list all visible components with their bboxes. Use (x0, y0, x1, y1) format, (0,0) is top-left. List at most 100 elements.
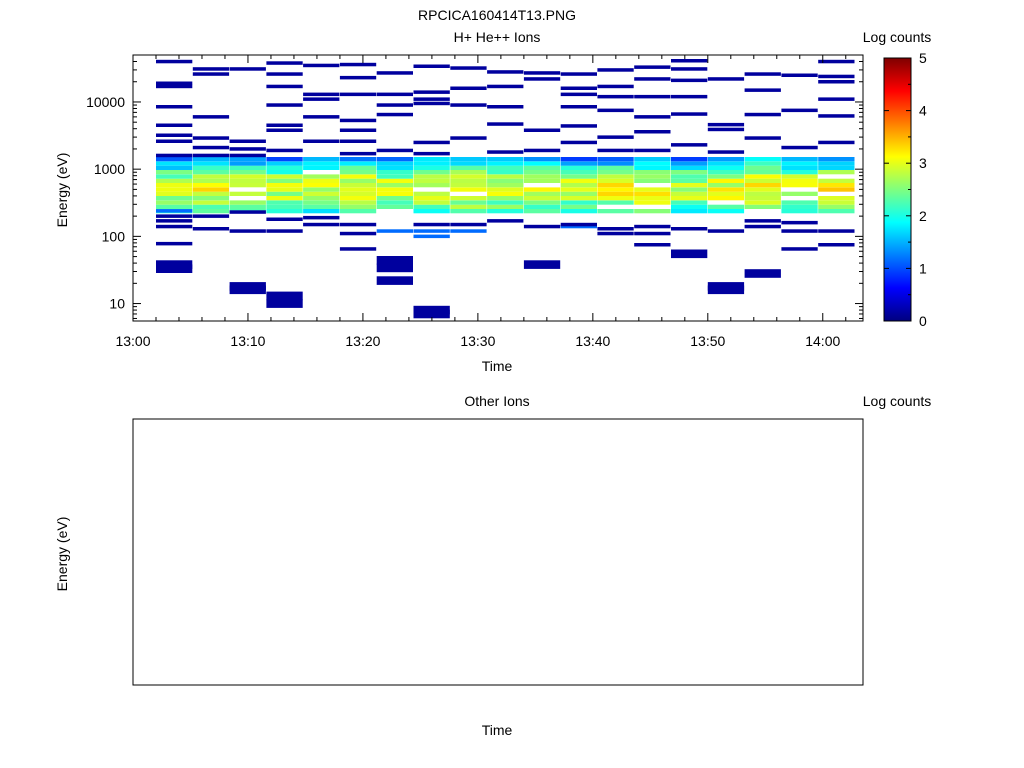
heatmap-cell (487, 70, 524, 74)
x-tick-label: 13:20 (345, 333, 380, 349)
heatmap-cell (303, 174, 340, 179)
heatmap-cell (781, 174, 818, 179)
heatmap-cell (671, 59, 708, 63)
heatmap-cell (781, 220, 818, 225)
heatmap-cell (156, 165, 193, 170)
heatmap-cell (671, 249, 708, 259)
heatmap-cell (671, 94, 708, 99)
heatmap-cell (671, 200, 708, 205)
heatmap-cell (523, 128, 561, 132)
heatmap-cell (303, 200, 340, 205)
heatmap-cell (192, 153, 230, 158)
heatmap-cell (781, 247, 818, 251)
heatmap-cell (192, 170, 230, 175)
heatmap-cell (229, 139, 266, 143)
heatmap-cell (707, 229, 745, 233)
heatmap-cell (376, 174, 413, 179)
heatmap-cell (266, 123, 303, 127)
heatmap-cell (818, 187, 855, 192)
heatmap-cell (413, 204, 450, 209)
heatmap-cell (339, 183, 377, 188)
heatmap-cell (560, 105, 597, 109)
heatmap-cell (376, 112, 413, 117)
heatmap-cell (707, 209, 745, 214)
heatmap-cell (560, 178, 597, 183)
heatmap-cell (192, 191, 230, 196)
heatmap-cell (523, 191, 561, 196)
heatmap-cell (266, 103, 303, 107)
heatmap-cell (413, 234, 450, 239)
heatmap-cell (487, 150, 524, 154)
heatmap-cell (597, 170, 634, 175)
heatmap-cell (560, 200, 597, 205)
heatmap-cell (818, 209, 855, 214)
colorbar-tick-label: 3 (919, 155, 927, 171)
heatmap-cell (707, 191, 745, 196)
x-tick-label: 13:00 (115, 333, 150, 349)
heatmap-cell (339, 178, 377, 183)
heatmap-cell (303, 63, 340, 68)
heatmap-cell (156, 196, 193, 201)
heatmap-cell (192, 165, 230, 170)
heatmap-cell (523, 196, 561, 201)
heatmap-cell (487, 105, 524, 109)
heatmap-cell (523, 170, 561, 175)
heatmap-cell (781, 191, 818, 196)
heatmap-cell (376, 170, 413, 175)
x-axis-label: Time (482, 722, 513, 738)
heatmap-cell (707, 174, 745, 179)
heatmap-cell (339, 191, 377, 196)
panel-title: H+ He++ Ions (454, 29, 541, 45)
x-tick-label: 13:10 (230, 333, 265, 349)
heatmap-cell (303, 191, 340, 196)
heatmap-cell (339, 92, 377, 97)
heatmap-cells (156, 59, 855, 319)
heatmap-cell (339, 161, 377, 166)
heatmap-cell (450, 229, 487, 233)
heatmap-cell (413, 305, 450, 315)
heatmap-cell (192, 67, 230, 71)
heatmap-cell (597, 200, 634, 205)
heatmap-cell (671, 183, 708, 188)
heatmap-cell (487, 122, 524, 126)
heatmap-cell (707, 150, 745, 154)
heatmap-cell (560, 183, 597, 188)
heatmap-cell (156, 123, 193, 127)
heatmap-cell (376, 92, 413, 97)
heatmap-cell (413, 229, 450, 233)
heatmap-cell (781, 170, 818, 175)
heatmap-cell (229, 229, 266, 233)
heatmap-cell (560, 224, 597, 229)
heatmap-cell (744, 170, 781, 175)
colorbar-tick-label: 1 (919, 260, 927, 276)
heatmap-cell (156, 178, 193, 183)
heatmap-cell (156, 81, 193, 85)
heatmap-cell (560, 204, 597, 209)
heatmap-cell (781, 73, 818, 77)
heatmap-cell (818, 243, 855, 247)
heatmap-cell (597, 178, 634, 183)
heatmap-cell (266, 187, 303, 192)
heatmap-cell (266, 291, 303, 301)
heatmap-cell (229, 191, 266, 196)
x-tick-label: 14:00 (805, 333, 840, 349)
heatmap-cell (450, 222, 487, 227)
heatmap-cell (818, 114, 855, 118)
heatmap-cell (560, 196, 597, 201)
heatmap-cell (192, 157, 230, 162)
heatmap-cell (634, 157, 671, 162)
heatmap-cell (376, 161, 413, 166)
heatmap-cell (376, 229, 413, 233)
heatmap-cell (744, 157, 781, 162)
heatmap-cell (487, 174, 524, 179)
heatmap-cell (339, 165, 377, 170)
heatmap-cell (487, 204, 524, 209)
heatmap-cell (413, 178, 450, 183)
heatmap-cell (487, 219, 524, 223)
heatmap-cell (634, 209, 671, 214)
heatmap-cell (597, 191, 634, 196)
heatmap-cell (413, 170, 450, 175)
heatmap-cell (339, 204, 377, 209)
heatmap-cell (413, 64, 450, 68)
heatmap-cell (707, 170, 745, 175)
